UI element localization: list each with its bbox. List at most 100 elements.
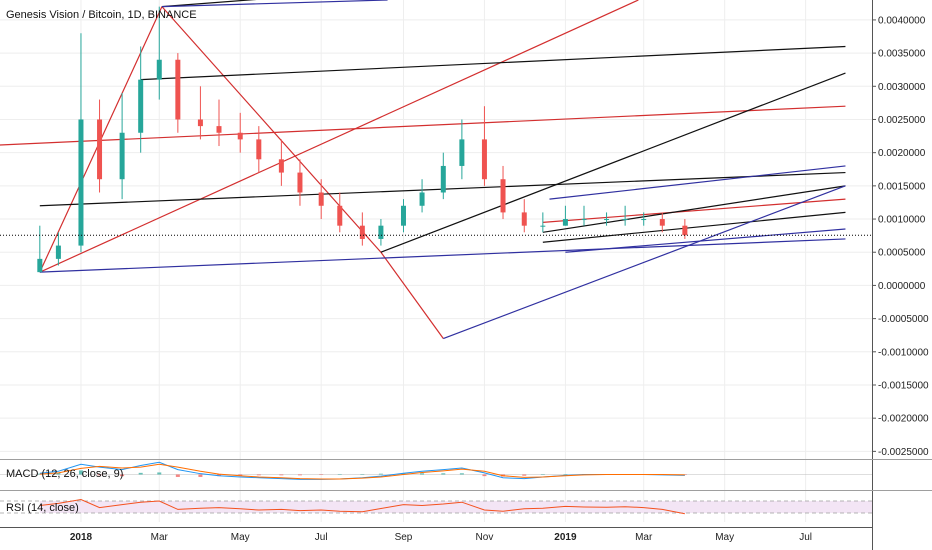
candle-body [378, 225, 384, 239]
candle-body [97, 119, 103, 180]
time-tick-label: Jul [799, 532, 812, 543]
signal-line [39, 463, 685, 480]
candle-body [175, 59, 181, 120]
price-tick-label: 0.0010000 [878, 215, 926, 226]
macd-label: MACD (12, 26, close, 9) [6, 468, 123, 480]
time-tick-label: Jul [315, 532, 328, 543]
candle-body [256, 139, 262, 160]
trend-line-red[interactable] [161, 6, 382, 253]
candle-body [481, 139, 487, 180]
candle-body [440, 165, 446, 193]
time-tick-label: 2018 [70, 532, 93, 543]
candle-body [237, 132, 243, 140]
trend-line-red[interactable] [39, 0, 639, 273]
trend-line-blue[interactable] [443, 185, 846, 340]
macd-histogram-bar [175, 474, 180, 477]
macd-histogram-bar [378, 473, 383, 475]
trend-line-blue[interactable] [565, 228, 846, 253]
macd-histogram-bar [441, 473, 446, 475]
time-tick-label: Sep [395, 532, 413, 543]
macd-histogram-bar [198, 474, 203, 477]
trend-line-red[interactable] [542, 198, 846, 223]
trend-line-black[interactable] [380, 72, 846, 253]
candle-body [682, 225, 688, 236]
candle-body [156, 59, 162, 80]
price-tick-label: 0.0020000 [878, 148, 926, 159]
grid-layer [0, 0, 872, 522]
macd-histogram-bar [522, 474, 527, 476]
candle-body [337, 205, 343, 226]
macd-histogram-bar [482, 474, 487, 477]
candle-body [119, 132, 125, 180]
macd-histogram-bar [78, 470, 83, 475]
candle-body [604, 219, 610, 221]
time-tick-label: Nov [476, 532, 494, 543]
time-tick-label: Mar [635, 532, 653, 543]
candle-body [216, 126, 222, 133]
price-tick-label: 0.0005000 [878, 248, 926, 259]
price-tick-label: 0.0000000 [878, 281, 926, 292]
candle-body [55, 245, 61, 259]
rsi-label: RSI (14, close) [6, 502, 79, 514]
candle-body [359, 225, 365, 239]
price-tick-label: 0.0015000 [878, 181, 926, 192]
macd-histogram-bar [563, 474, 568, 475]
macd-histogram-bar [420, 473, 425, 475]
trend-line-black[interactable] [542, 185, 846, 233]
price-tick-label: 0.0025000 [878, 115, 926, 126]
time-tick-label: 2019 [554, 532, 577, 543]
price-tick-label: 0.0035000 [878, 49, 926, 60]
price-tick-label: -0.0010000 [878, 347, 929, 358]
price-tick-label: -0.0020000 [878, 414, 929, 425]
price-tick-label: 0.0040000 [878, 15, 926, 26]
price-tick-label: 0.0030000 [878, 82, 926, 93]
candle-body [138, 79, 144, 133]
candle-body [521, 212, 527, 226]
macd-histogram-bar [360, 474, 365, 475]
macd-histogram-bar [540, 474, 545, 475]
candle-body [540, 225, 546, 227]
macd-histogram-bar [56, 472, 61, 475]
candle-body [297, 172, 303, 193]
candle-body [278, 159, 284, 173]
candle-body [197, 119, 203, 127]
trend-line-black[interactable] [542, 211, 846, 243]
candle-body [37, 258, 43, 273]
candle-body [622, 219, 628, 221]
candle-body [659, 219, 665, 226]
candle-body [419, 192, 425, 206]
candle-body [562, 219, 568, 226]
macd-histogram-bar [256, 474, 261, 476]
price-tick-label: -0.0005000 [878, 314, 929, 325]
trend-line-blue[interactable] [549, 165, 846, 200]
macd-histogram-bar [120, 474, 125, 477]
candle-body [641, 219, 647, 221]
trend-line-black[interactable] [161, 0, 422, 8]
candle-body [400, 205, 406, 226]
trend-line-black[interactable] [140, 45, 846, 81]
candle-body [318, 192, 324, 206]
trend-line-red[interactable] [380, 251, 444, 339]
candles [37, 6, 688, 273]
macd-histogram-bar [138, 472, 143, 475]
macd-histogram-bar [157, 472, 162, 475]
macd-histogram-bar [297, 474, 302, 476]
macd-histogram-bar [319, 474, 324, 475]
time-tick-label: May [715, 532, 734, 543]
candle-body [581, 219, 587, 221]
macd-histogram-bar [337, 474, 342, 475]
chart-title: Genesis Vision / Bitcoin, 1D, BINANCE [6, 9, 197, 21]
macd-histogram-bar [279, 474, 284, 476]
trend-line-blue[interactable] [39, 238, 846, 273]
price-tick-label: -0.0025000 [878, 447, 929, 458]
trend-lines[interactable] [0, 0, 846, 340]
candle-body [78, 119, 84, 246]
trend-line-blue[interactable] [161, 0, 388, 8]
price-tick-label: -0.0015000 [878, 380, 929, 391]
macd-histogram-bar [401, 473, 406, 475]
macd-histogram-bar [97, 474, 102, 476]
